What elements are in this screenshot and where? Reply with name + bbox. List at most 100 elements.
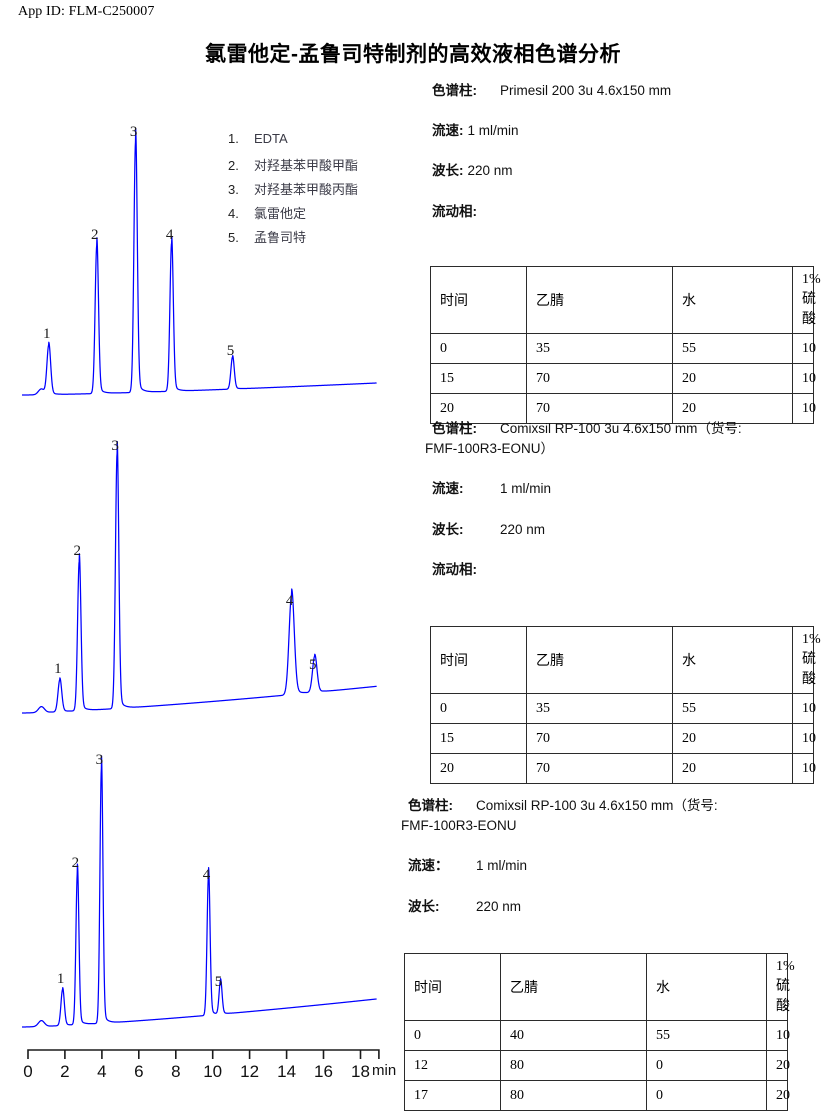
legend-label: 对羟基苯甲酸丙酯	[254, 182, 359, 197]
wavelength-line: 波长: 220 nm	[432, 164, 671, 178]
chromatogram-trace	[21, 755, 378, 1028]
table-cell: 12	[404, 1050, 501, 1081]
wavelength-value: 220 nm	[467, 163, 513, 179]
column-key: 色谱柱:	[408, 798, 453, 813]
chromatogram-3: 1 2 3 4 5	[8, 742, 390, 1037]
chromatogram-trace	[21, 440, 378, 714]
table-cell: 15	[430, 723, 527, 754]
list-item: 1. EDTA	[228, 131, 403, 155]
table-row: 17 80 0 20	[404, 1080, 790, 1111]
table-cell: 20	[672, 363, 793, 394]
table-row: 15 70 20 10	[430, 723, 816, 754]
table-cell: 20	[766, 1080, 790, 1111]
column-value-2: FMF-100R3-EONU）	[425, 441, 555, 457]
page-title: 氯雷他定-孟鲁司特制剂的高效液相色谱分析	[205, 43, 621, 66]
peak-label: 3	[111, 438, 119, 454]
table-header-row: 时间 乙腈水 1%硫酸	[430, 626, 821, 694]
peak-label: 1	[54, 660, 62, 677]
column-line-2: FMF-100R3-EONU）	[425, 442, 742, 456]
legend-number: 3.	[228, 182, 239, 197]
x-axis: 0 2 4 6 8 10 12 14 16 18 min	[8, 1048, 408, 1092]
peak-label: 5	[226, 342, 235, 359]
table-cell: 70	[526, 723, 673, 754]
table-row: 20 70 20 10	[430, 753, 816, 784]
column-line: 色谱柱: Comixsil RP-100 3u 4.6x150 mm（货号:	[432, 421, 742, 436]
table-cell: 10	[792, 693, 816, 724]
table-cell: 10	[792, 753, 816, 784]
mobile-phase-line: 流动相:	[432, 204, 671, 219]
flow-line: 流速: 1 ml/min	[432, 123, 671, 139]
x-axis-tick-label: 16	[314, 1062, 333, 1081]
x-axis-tick-label: 12	[240, 1062, 260, 1081]
peak-label: 1	[43, 325, 51, 342]
table-cell: 10	[792, 723, 816, 754]
list-item: 5. 孟鲁司特	[228, 227, 403, 251]
wavelength-line: 波长: 220 nm	[432, 522, 742, 537]
table-header-cell: 水	[646, 953, 767, 1021]
table-cell: 20	[766, 1050, 790, 1081]
legend-number: 5.	[228, 230, 239, 245]
column-value: Comixsil RP-100 3u 4.6x150 mm（货号:	[500, 421, 742, 436]
wavelength-key: 波长:	[408, 898, 440, 914]
table-cell: 0	[430, 693, 527, 724]
x-axis-tick-label: 2	[60, 1062, 70, 1081]
table-cell: 10	[792, 393, 816, 424]
table-header-cell: 水	[672, 626, 793, 694]
peak-label: 4	[285, 592, 294, 609]
chromatogram-2: 1 2 3 4 5	[8, 428, 390, 723]
peak-label: 4	[202, 866, 211, 883]
x-axis-tick-label: 8	[171, 1062, 181, 1081]
table-cell: 40	[500, 1020, 647, 1051]
table-header-cell: 水	[672, 266, 793, 334]
table-cell: 55	[646, 1020, 767, 1051]
table-row: 0 35 55 10	[430, 333, 816, 364]
legend-number: 1.	[228, 131, 239, 146]
table-row: 0 35 55 10	[430, 693, 816, 724]
legend-label: EDTA	[254, 131, 288, 146]
table-header-cell: 时间	[430, 266, 527, 334]
table-cell: 70	[526, 363, 673, 394]
legend-label: 氯雷他定	[254, 206, 307, 221]
peak-legend: 1. EDTA 2. 对羟基苯甲酸甲酯 3. 对羟基苯甲酸丙酯 4. 氯雷他定 …	[228, 131, 403, 251]
list-item: 2. 对羟基苯甲酸甲酯	[228, 155, 403, 179]
flow-key: 流速:	[432, 481, 464, 497]
column-value-2: FMF-100R3-EONU	[401, 818, 517, 834]
x-axis-tick-label: 4	[97, 1062, 107, 1081]
mobile-phase-table-3: 时间 乙腈水 1%硫酸 0 40 55 10 12 80 0 20 17 80 0 20	[404, 953, 795, 1111]
table-cell: 0	[646, 1050, 767, 1081]
flow-value: 1 ml/min	[500, 481, 552, 497]
legend-number: 4.	[228, 206, 239, 221]
trace-path	[21, 127, 378, 396]
table-cell: 55	[672, 333, 793, 364]
flow-line: 流速: 1 ml/min	[432, 482, 742, 496]
table-header-cell: 时间	[404, 953, 501, 1021]
peak-label: 4	[165, 226, 174, 243]
method-block-2: 色谱柱: Comixsil RP-100 3u 4.6x150 mm（货号: FM…	[425, 421, 742, 577]
flow-key: 流速:	[432, 123, 464, 139]
method-block-3: 色谱柱: Comixsil RP-100 3u 4.6x150 mm（货号: FM…	[401, 798, 718, 914]
x-axis-tick-label: 14	[277, 1062, 297, 1081]
column-key: 色谱柱:	[432, 421, 477, 436]
table-cell: 0	[404, 1020, 501, 1051]
table-row: 0 40 55 10	[404, 1020, 790, 1051]
peak-label: 2	[91, 226, 99, 243]
column-line: 色谱柱: Primesil 200 3u 4.6x150 mm	[432, 83, 671, 98]
peak-label: 5	[308, 656, 317, 673]
table-header-cell: 乙腈	[526, 626, 673, 694]
table-cell: 70	[526, 753, 673, 784]
legend-label: 孟鲁司特	[254, 230, 307, 245]
table-cell: 20	[672, 723, 793, 754]
table-cell: 20	[672, 753, 793, 784]
table-header-row: 时间 乙腈水 1%硫酸	[404, 953, 795, 1021]
table-row: 20 70 20 10	[430, 393, 816, 424]
list-item: 3. 对羟基苯甲酸丙酯	[228, 179, 403, 203]
x-axis-tick-label: 18	[351, 1062, 370, 1081]
mobile-phase-table-2: 时间 乙腈水 1%硫酸 0 35 55 10 15 70 20 10 20 70 20 10	[430, 626, 821, 784]
flow-line: 流速： 1 ml/min	[408, 859, 718, 873]
wavelength-value: 220 nm	[476, 898, 522, 914]
table-cell: 20	[430, 753, 527, 784]
trace-path	[21, 755, 378, 1028]
table-cell: 10	[792, 333, 816, 364]
table-cell: 55	[672, 693, 793, 724]
